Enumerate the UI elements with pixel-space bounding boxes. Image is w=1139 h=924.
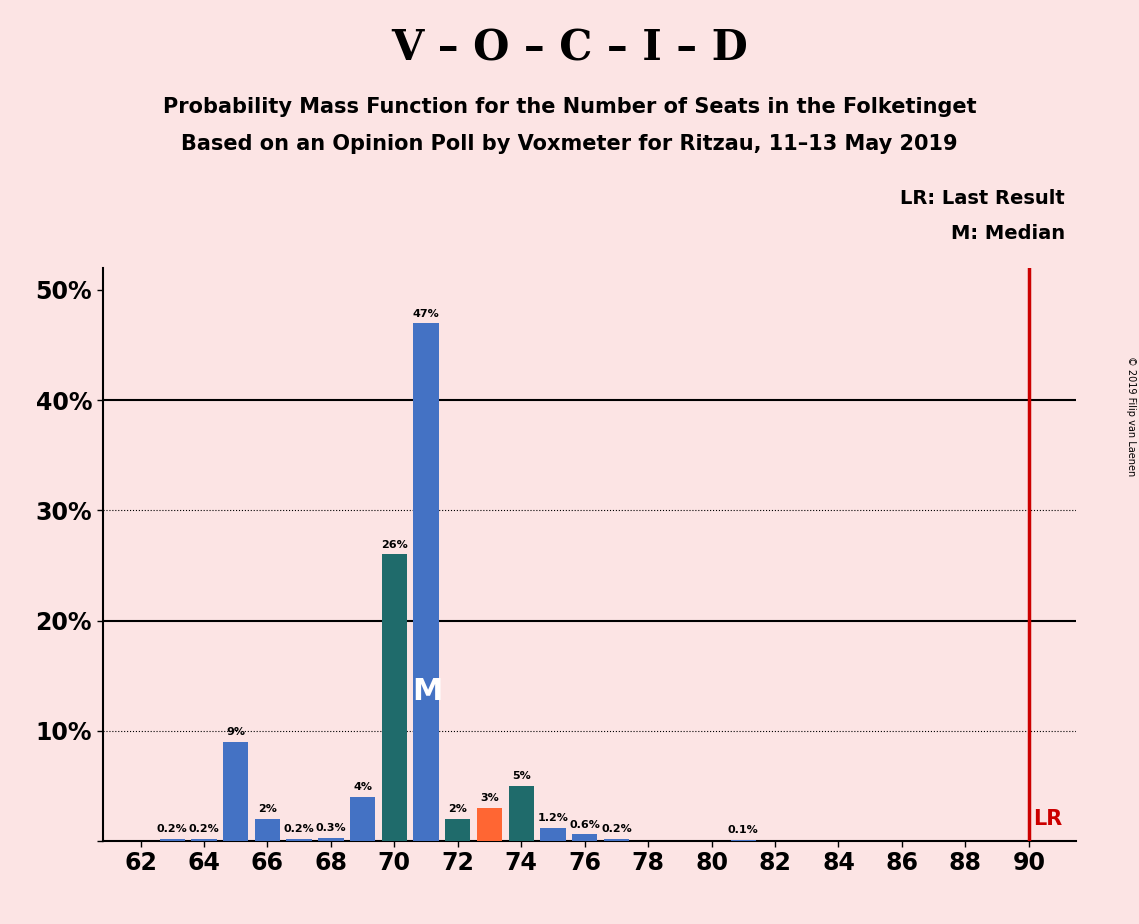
Text: M: M — [412, 677, 443, 706]
Text: 0.2%: 0.2% — [284, 824, 314, 834]
Bar — [191, 839, 216, 841]
Bar — [350, 796, 376, 841]
Bar — [477, 808, 502, 841]
Text: 1.2%: 1.2% — [538, 813, 568, 823]
Text: V – O – C – I – D: V – O – C – I – D — [391, 28, 748, 69]
Text: 2%: 2% — [449, 805, 467, 814]
Text: 0.3%: 0.3% — [316, 823, 346, 833]
Text: M: Median: M: Median — [951, 224, 1065, 243]
Text: Probability Mass Function for the Number of Seats in the Folketinget: Probability Mass Function for the Number… — [163, 97, 976, 117]
Bar — [508, 785, 534, 841]
Bar — [540, 828, 566, 841]
Text: 2%: 2% — [259, 805, 277, 814]
Text: 47%: 47% — [412, 309, 440, 319]
Text: 9%: 9% — [227, 727, 245, 737]
Text: 0.2%: 0.2% — [189, 824, 220, 834]
Text: 0.6%: 0.6% — [570, 820, 600, 830]
Bar — [255, 819, 280, 841]
Text: LR: Last Result: LR: Last Result — [900, 189, 1065, 209]
Text: 3%: 3% — [481, 794, 499, 803]
Text: 0.2%: 0.2% — [601, 824, 632, 834]
Bar — [159, 839, 185, 841]
Text: 26%: 26% — [380, 540, 408, 550]
Text: 0.1%: 0.1% — [728, 825, 759, 835]
Text: LR: LR — [1033, 808, 1063, 829]
Bar — [445, 819, 470, 841]
Bar — [318, 837, 344, 841]
Text: 4%: 4% — [353, 783, 372, 793]
Bar — [572, 834, 597, 841]
Bar — [604, 839, 629, 841]
Text: © 2019 Filip van Laenen: © 2019 Filip van Laenen — [1126, 356, 1136, 476]
Text: Based on an Opinion Poll by Voxmeter for Ritzau, 11–13 May 2019: Based on an Opinion Poll by Voxmeter for… — [181, 134, 958, 154]
Bar — [382, 554, 407, 841]
Bar — [287, 839, 312, 841]
Text: 5%: 5% — [511, 772, 531, 782]
Bar — [223, 742, 248, 841]
Bar — [413, 323, 439, 841]
Text: 0.2%: 0.2% — [157, 824, 188, 834]
Bar — [730, 840, 756, 841]
